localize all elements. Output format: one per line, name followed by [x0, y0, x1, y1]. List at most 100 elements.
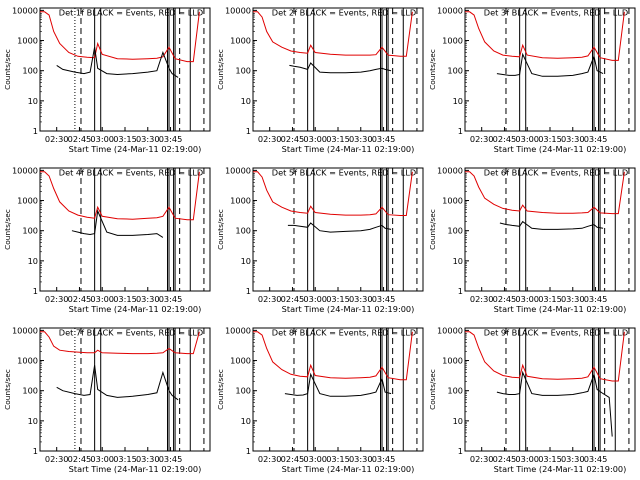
y-tick-label: 10 — [241, 416, 251, 426]
chart-title: Det 3f BLACK = Events, RED = LLD — [484, 7, 628, 17]
x-tick-label: 03:30 — [136, 134, 160, 144]
x-tick-label: 03:15 — [326, 294, 350, 304]
x-tick-label: 03:45 — [372, 134, 396, 144]
x-tick-label: 02:45 — [281, 454, 305, 464]
x-tick-label: 02:45 — [493, 134, 517, 144]
chart-title: Det 7f BLACK = Events, RED = LLD — [59, 327, 203, 337]
x-tick-label: 03:15 — [538, 454, 562, 464]
x-tick-label: 03:00 — [90, 294, 114, 304]
y-axis-label: Counts/sec — [3, 369, 12, 410]
x-tick-label: 03:45 — [159, 134, 183, 144]
x-tick-label: 03:45 — [584, 454, 608, 464]
lld-series-line — [465, 171, 625, 215]
x-tick-label: 03:00 — [90, 454, 114, 464]
y-tick-label: 100 — [235, 226, 251, 236]
y-tick-label: 1000 — [230, 196, 251, 206]
x-tick-label: 03:15 — [113, 134, 137, 144]
x-tick-label: 03:30 — [561, 454, 585, 464]
events-series-line — [496, 370, 613, 437]
plot-frame — [39, 327, 211, 452]
x-tick-label: 03:45 — [372, 294, 396, 304]
x-tick-label: 02:45 — [68, 134, 92, 144]
y-axis-label: Counts/sec — [428, 209, 437, 250]
x-tick-label: 02:45 — [281, 134, 305, 144]
chart-title: Det 1f BLACK = Events, RED = LLD — [59, 7, 203, 17]
y-tick-label: 1000 — [442, 356, 463, 366]
y-tick-label: 1 — [458, 286, 463, 296]
x-tick-label: 03:15 — [113, 454, 137, 464]
events-series-line — [289, 62, 392, 74]
y-tick-label: 1 — [33, 126, 38, 136]
y-tick-label: 10000 — [437, 165, 463, 175]
x-tick-label: 03:45 — [159, 454, 183, 464]
x-axis-label: Start Time (24-Mar-11 02:19:00) — [69, 144, 202, 154]
x-tick-label: 02:45 — [493, 294, 517, 304]
chart-title: Det 5f BLACK = Events, RED = LLD — [272, 167, 416, 177]
y-tick-label: 100 — [235, 66, 251, 76]
y-tick-label: 1000 — [230, 356, 251, 366]
y-tick-label: 1000 — [17, 196, 38, 206]
x-tick-label: 03:15 — [326, 134, 350, 144]
x-axis-label: Start Time (24-Mar-11 02:19:00) — [494, 464, 627, 474]
chart-title: Det 6f BLACK = Events, RED = LLD — [484, 167, 628, 177]
x-tick-label: 03:45 — [584, 294, 608, 304]
y-axis-label: Counts/sec — [428, 49, 437, 90]
y-tick-label: 100 — [447, 66, 463, 76]
y-tick-label: 1000 — [442, 196, 463, 206]
x-axis-label: Start Time (24-Mar-11 02:19:00) — [69, 464, 202, 474]
x-tick-label: 03:15 — [538, 294, 562, 304]
plot-frame — [252, 327, 424, 452]
x-tick-label: 02:45 — [281, 294, 305, 304]
y-tick-label: 10000 — [225, 325, 251, 335]
y-tick-label: 1 — [246, 286, 251, 296]
y-tick-label: 100 — [22, 386, 38, 396]
x-tick-label: 03:00 — [515, 294, 539, 304]
y-tick-label: 100 — [235, 386, 251, 396]
y-tick-label: 10 — [28, 256, 38, 266]
x-tick-label: 02:30 — [258, 294, 282, 304]
y-tick-label: 1000 — [442, 36, 463, 46]
y-tick-label: 10 — [453, 256, 463, 266]
chart-title: Det 8f BLACK = Events, RED = LLD — [272, 327, 416, 337]
x-tick-label: 02:30 — [258, 454, 282, 464]
lld-series-line — [465, 331, 625, 382]
y-tick-label: 100 — [22, 226, 38, 236]
chart-title: Det 2f BLACK = Events, RED = LLD — [272, 7, 416, 17]
x-tick-label: 02:30 — [45, 454, 69, 464]
detector-panel-4: Det 4f BLACK = Events, RED = LLD 1 10 100 10… — [3, 165, 211, 314]
x-tick-label: 03:30 — [136, 294, 160, 304]
y-axis-label: Counts/sec — [216, 369, 225, 410]
y-tick-label: 10000 — [225, 165, 251, 175]
x-tick-label: 03:00 — [303, 294, 327, 304]
lld-series-line — [253, 331, 413, 381]
x-axis-label: Start Time (24-Mar-11 02:19:00) — [69, 304, 202, 314]
lld-series-line — [253, 171, 413, 216]
y-axis-label: Counts/sec — [216, 209, 225, 250]
events-series-line — [284, 372, 392, 397]
lld-series-line — [465, 11, 625, 61]
y-axis-label: Counts/sec — [3, 49, 12, 90]
y-tick-label: 10000 — [437, 5, 463, 15]
detector-panel-3: Det 3f BLACK = Events, RED = LLD 1 10 100 10… — [428, 5, 636, 154]
y-tick-label: 100 — [447, 386, 463, 396]
x-axis-label: Start Time (24-Mar-11 02:19:00) — [282, 304, 415, 314]
y-tick-label: 10 — [28, 96, 38, 106]
y-tick-label: 10000 — [437, 325, 463, 335]
lld-series-line — [40, 331, 200, 355]
detector-panel-9: Det 9f BLACK = Events, RED = LLD 1 10 100 10… — [428, 325, 636, 474]
y-tick-label: 1 — [246, 446, 251, 456]
detector-panel-5: Det 5f BLACK = Events, RED = LLD 1 10 100 10… — [216, 165, 424, 314]
x-tick-label: 03:30 — [561, 134, 585, 144]
x-tick-label: 03:45 — [372, 454, 396, 464]
x-tick-label: 03:30 — [349, 294, 373, 304]
x-axis-label: Start Time (24-Mar-11 02:19:00) — [494, 304, 627, 314]
x-tick-label: 03:00 — [303, 134, 327, 144]
y-tick-label: 1 — [33, 286, 38, 296]
events-series-line — [496, 52, 604, 77]
y-tick-label: 10000 — [225, 5, 251, 15]
y-tick-label: 10 — [453, 96, 463, 106]
plot-frame — [252, 167, 424, 292]
x-tick-label: 02:30 — [258, 134, 282, 144]
x-tick-label: 03:00 — [515, 134, 539, 144]
